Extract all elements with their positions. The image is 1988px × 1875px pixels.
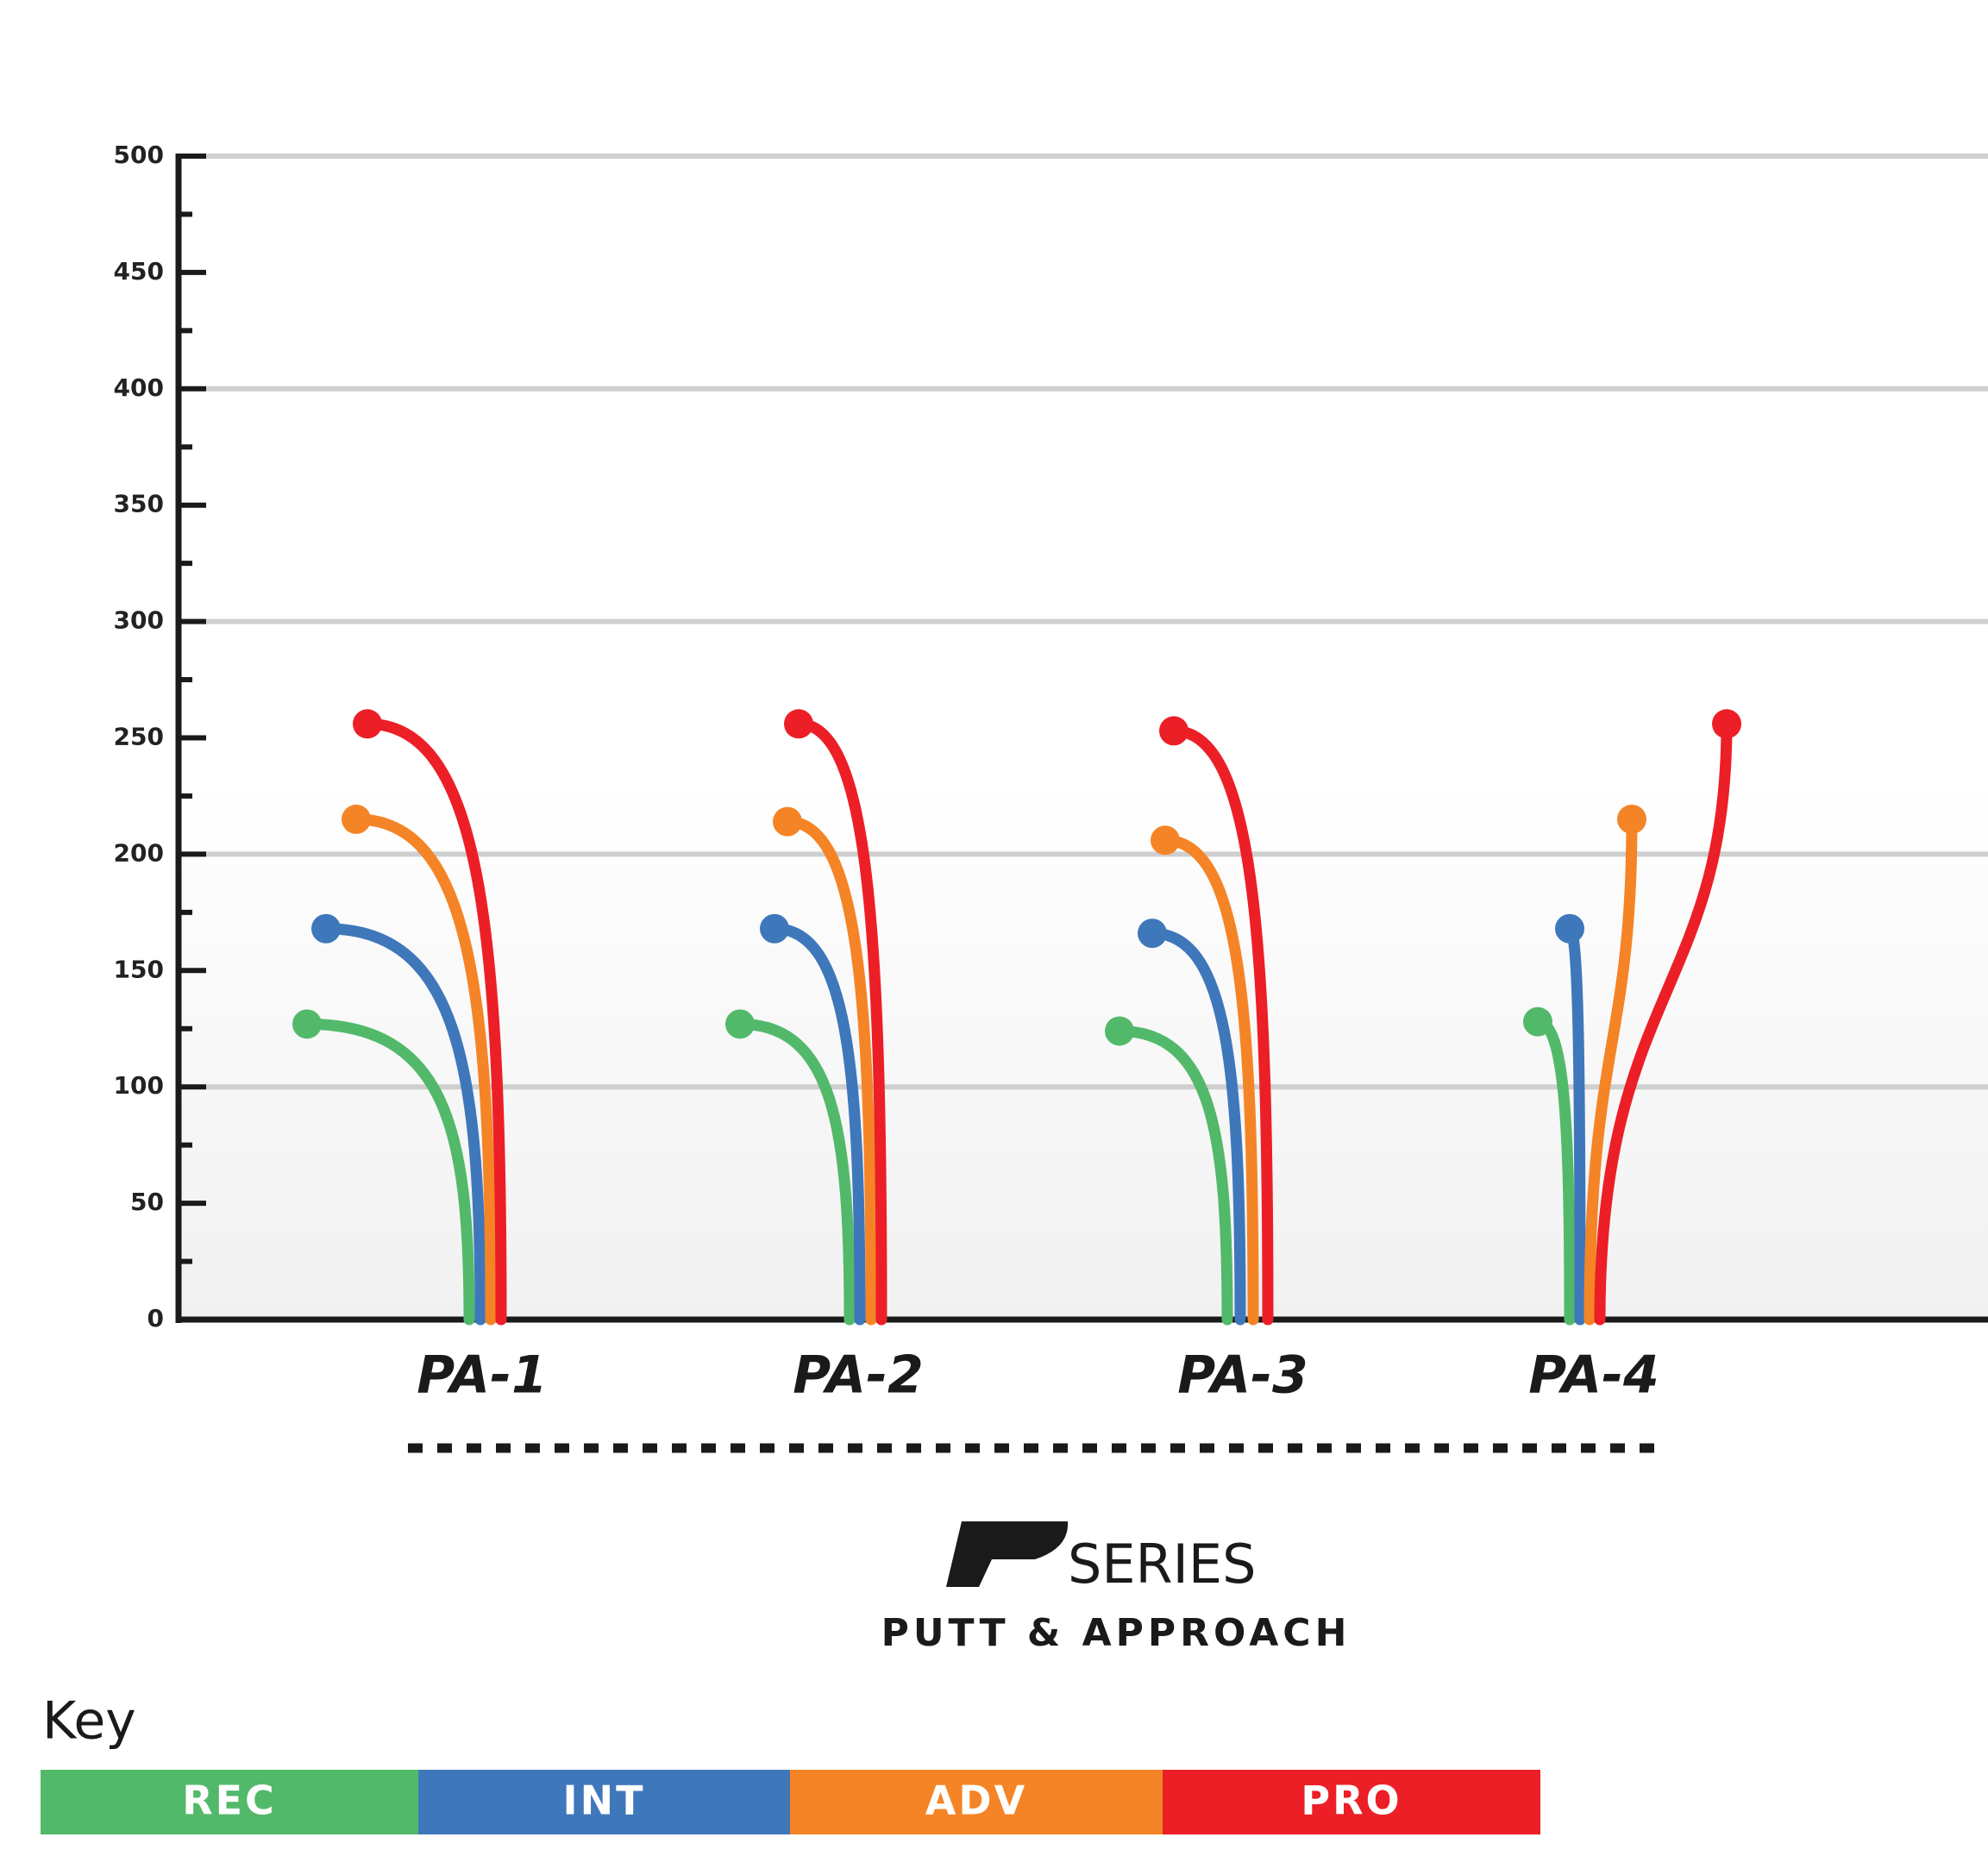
flight-end xyxy=(1617,804,1646,834)
legend-swatch xyxy=(1163,1770,1540,1834)
flight-curve xyxy=(781,816,877,1326)
legend-label: REC xyxy=(182,1778,277,1824)
y-tick-label: 250 xyxy=(114,723,164,751)
flight-path xyxy=(1555,913,1586,1326)
flight-curve xyxy=(1168,724,1274,1326)
y-tick-label: 350 xyxy=(114,490,164,518)
flight-path xyxy=(292,1009,475,1326)
flight-curve xyxy=(301,1018,475,1326)
flight-path xyxy=(1584,804,1646,1326)
flight-end xyxy=(725,1009,755,1039)
flight-curve xyxy=(793,718,887,1326)
flight-path xyxy=(311,913,486,1326)
chart-subtitle: PUTT & APPROACH xyxy=(881,1611,1351,1655)
legend-swatch xyxy=(41,1770,418,1834)
flight-path xyxy=(784,709,887,1326)
flight-path xyxy=(342,804,497,1326)
legend-label: PRO xyxy=(1301,1778,1402,1824)
y-tick-label: 0 xyxy=(147,1304,164,1333)
flight-curve xyxy=(1159,834,1259,1326)
flight-path xyxy=(1151,825,1259,1326)
y-tick-label: 150 xyxy=(114,955,164,983)
flight-curve xyxy=(734,1018,856,1326)
flight-curve xyxy=(1113,1025,1233,1326)
y-tick-label: 500 xyxy=(114,141,164,169)
series-logo xyxy=(946,1521,1069,1587)
flight-end xyxy=(1159,716,1188,746)
flight-end xyxy=(784,709,813,739)
flight-curve xyxy=(1584,813,1638,1326)
flight-end xyxy=(1712,709,1741,739)
flight-curve xyxy=(1594,718,1733,1326)
legend-label: INT xyxy=(563,1778,646,1824)
x-tick-label: PA-1 xyxy=(417,1345,548,1406)
flight-curve xyxy=(350,813,497,1326)
legend-swatch xyxy=(790,1770,1163,1834)
flight-end xyxy=(353,709,382,739)
x-tick-label: PA-2 xyxy=(793,1345,924,1406)
legend-label: ADV xyxy=(925,1778,1027,1824)
flight-end xyxy=(1151,825,1180,856)
flight-curve xyxy=(1146,927,1246,1326)
flight-end xyxy=(1523,1006,1552,1037)
y-tick-label: 50 xyxy=(130,1188,164,1216)
flight-path xyxy=(1523,1006,1576,1326)
flight-end xyxy=(773,806,802,837)
y-tick-label: 400 xyxy=(114,373,164,402)
flight-path xyxy=(1594,709,1741,1326)
flight-path xyxy=(760,913,866,1326)
y-tick-label: 300 xyxy=(114,606,164,635)
legend-swatch xyxy=(418,1770,790,1834)
y-tick-label: 450 xyxy=(114,257,164,285)
flight-path xyxy=(725,1009,856,1326)
flight-curve xyxy=(320,923,486,1326)
flight-end xyxy=(1138,919,1167,949)
x-tick-label: PA-4 xyxy=(1528,1345,1659,1406)
flight-curve xyxy=(768,923,866,1326)
flight-end xyxy=(292,1009,322,1039)
flight-path xyxy=(773,806,877,1326)
y-tick-label: 100 xyxy=(114,1071,164,1100)
x-tick-label: PA-3 xyxy=(1177,1345,1308,1406)
flight-end xyxy=(1555,913,1584,944)
flight-path xyxy=(1105,1016,1233,1326)
legend-title: Key xyxy=(42,1691,136,1752)
flight-end xyxy=(342,804,371,834)
flight-path xyxy=(353,709,507,1326)
chart-title: SERIES xyxy=(1068,1533,1256,1596)
flight-end xyxy=(311,913,341,944)
y-tick-label: 200 xyxy=(114,838,164,867)
flight-curve xyxy=(361,718,507,1326)
flight-path xyxy=(1159,716,1274,1326)
flight-end xyxy=(1105,1016,1134,1046)
flight-end xyxy=(760,913,789,944)
flight-path xyxy=(1138,919,1246,1326)
